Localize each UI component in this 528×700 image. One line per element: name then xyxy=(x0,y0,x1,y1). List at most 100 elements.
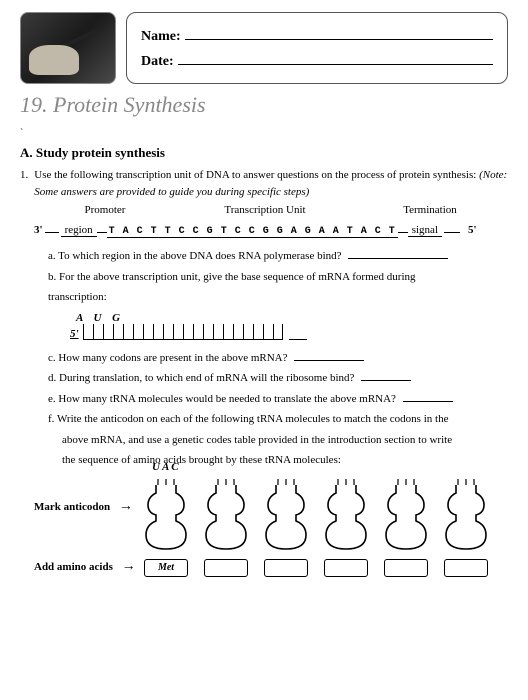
backtick-stray: ` xyxy=(20,128,508,139)
amino-acid-row: Met xyxy=(144,559,488,577)
mrna-tick[interactable] xyxy=(83,324,93,340)
amino-acid-box[interactable] xyxy=(204,559,248,577)
amino-acid-box[interactable] xyxy=(384,559,428,577)
dna-signal: signal xyxy=(408,224,442,237)
three-prime: 3' xyxy=(34,224,43,236)
mrna-tick[interactable] xyxy=(133,324,143,340)
question-c: c. How many codons are present in the ab… xyxy=(48,350,508,367)
name-field-row: Name: xyxy=(141,26,493,45)
qa-blank[interactable] xyxy=(348,258,448,259)
qe-blank[interactable] xyxy=(403,401,453,402)
question-b: b. For the above transcription unit, giv… xyxy=(48,269,508,286)
mrna-tick[interactable] xyxy=(263,324,273,340)
mark-label-text: Mark anticodon xyxy=(34,501,110,513)
trna-molecule xyxy=(264,479,308,553)
dna-gap4 xyxy=(444,232,460,233)
trna-section: Mark anticodon → UAC Add amino acids → M… xyxy=(34,479,508,577)
qb-text: b. For the above transcription unit, giv… xyxy=(48,271,416,283)
question-f-l3: the sequence of amino acids brought by t… xyxy=(62,452,508,469)
trna-molecule xyxy=(204,479,248,553)
dna-header-labels: Promoter Transcription Unit Termination xyxy=(60,204,508,216)
qf-text: f. Write the anticodon on each of the fo… xyxy=(48,413,448,425)
mrna-diagram: A U G 5' xyxy=(70,312,508,340)
mrna-tick[interactable] xyxy=(273,324,283,340)
name-label: Name: xyxy=(141,29,181,45)
dna-gap1 xyxy=(45,232,59,233)
mrna-tick[interactable] xyxy=(123,324,133,340)
qc-text: c. How many codons are present in the ab… xyxy=(48,352,288,364)
mrna-tick[interactable] xyxy=(253,324,263,340)
mrna-tick[interactable] xyxy=(213,324,223,340)
mrna-tick[interactable] xyxy=(173,324,183,340)
section-text: Study protein synthesis xyxy=(36,145,165,160)
header-photo xyxy=(20,12,116,84)
mrna-five-prime: 5' xyxy=(70,328,79,340)
mrna-tick[interactable] xyxy=(193,324,203,340)
add-amino-label: Add amino acids → xyxy=(34,559,144,575)
amino-acid-box[interactable]: Met xyxy=(144,559,188,577)
mrna-tick[interactable] xyxy=(183,324,193,340)
label-termination: Termination xyxy=(380,204,480,216)
mrna-tick[interactable] xyxy=(93,324,103,340)
qf-text2: above mRNA, and use a genetic codes tabl… xyxy=(62,434,452,446)
uac-anticodon: UAC xyxy=(152,461,181,473)
mrna-tick[interactable] xyxy=(153,324,163,340)
date-label: Date: xyxy=(141,54,174,70)
q1-number: 1. xyxy=(20,167,28,200)
date-field-row: Date: xyxy=(141,51,493,70)
dna-sequence-row: 3' region T A C T T C C G T C C G G A G … xyxy=(34,224,508,238)
trna-row: UAC xyxy=(144,479,488,553)
qd-blank[interactable] xyxy=(361,380,411,381)
aug-label: A U G xyxy=(76,312,508,324)
chapter-number: 19. xyxy=(20,92,48,117)
mark-anticodon-label: Mark anticodon → xyxy=(34,479,144,515)
question-a: a. To which region in the above DNA does… xyxy=(48,248,508,265)
dna-gap3 xyxy=(398,232,408,233)
mrna-tick[interactable] xyxy=(243,324,253,340)
mrna-end-line xyxy=(289,339,307,340)
qc-blank[interactable] xyxy=(294,360,364,361)
amino-acid-box[interactable] xyxy=(324,559,368,577)
section-letter: A. xyxy=(20,145,33,160)
qe-text: e. How many tRNA molecules would be need… xyxy=(48,393,396,405)
question-b-line2: transcription: xyxy=(48,289,508,306)
dna-region: region xyxy=(61,224,97,237)
mrna-tick[interactable] xyxy=(113,324,123,340)
mrna-tick-row: 5' xyxy=(70,324,508,340)
arrow-icon-2: → xyxy=(122,559,136,574)
label-promoter: Promoter xyxy=(60,204,150,216)
label-unit: Transcription Unit xyxy=(150,204,380,216)
mrna-tick[interactable] xyxy=(163,324,173,340)
trna-molecule xyxy=(444,479,488,553)
mrna-tick[interactable] xyxy=(233,324,243,340)
section-heading: A. Study protein synthesis xyxy=(20,145,508,161)
mrna-tick[interactable] xyxy=(103,324,113,340)
dna-sequence: T A C T T C C G T C C G G A G A A T A C … xyxy=(107,226,398,238)
q1-text: Use the following transcription unit of … xyxy=(34,169,479,181)
five-prime-dna: 5' xyxy=(468,224,477,236)
amino-acid-box[interactable] xyxy=(444,559,488,577)
amino-acid-box[interactable] xyxy=(264,559,308,577)
qf-text3: the sequence of amino acids brought by t… xyxy=(62,454,341,466)
add-label-text: Add amino acids xyxy=(34,561,113,573)
qa-text: a. To which region in the above DNA does… xyxy=(48,250,342,262)
trna-molecule xyxy=(324,479,368,553)
question-f-l2: above mRNA, and use a genetic codes tabl… xyxy=(62,432,508,449)
question-e: e. How many tRNA molecules would be need… xyxy=(48,391,508,408)
mrna-tick[interactable] xyxy=(203,324,213,340)
chapter-title: 19. Protein Synthesis xyxy=(20,92,508,118)
chapter-text: Protein Synthesis xyxy=(53,92,206,117)
date-line[interactable] xyxy=(178,51,493,65)
worksheet-header: Name: Date: xyxy=(20,12,508,84)
name-date-box: Name: Date: xyxy=(126,12,508,84)
question-f: f. Write the anticodon on each of the fo… xyxy=(48,411,508,428)
question-1: 1. Use the following transcription unit … xyxy=(20,167,508,200)
name-line[interactable] xyxy=(185,26,493,40)
q1-body: Use the following transcription unit of … xyxy=(34,167,508,200)
qb-text2: transcription: xyxy=(48,291,107,303)
mrna-tick[interactable] xyxy=(223,324,233,340)
question-d: d. During translation, to which end of m… xyxy=(48,370,508,387)
trna-molecule xyxy=(384,479,428,553)
mrna-tick[interactable] xyxy=(143,324,153,340)
arrow-icon: → xyxy=(119,499,133,514)
